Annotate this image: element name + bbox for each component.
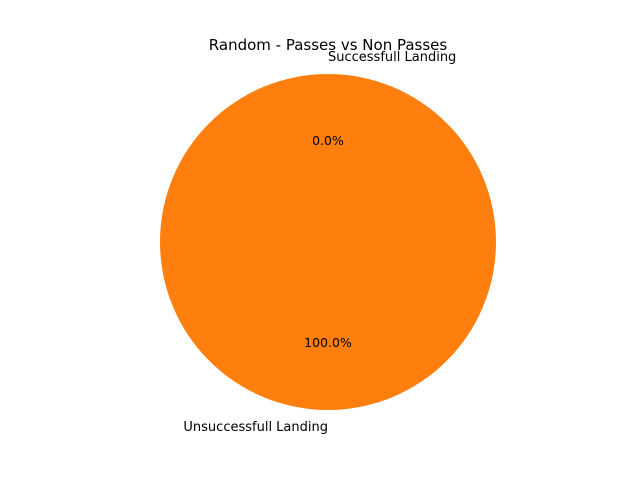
pie-slices <box>160 74 496 410</box>
slice-percent-unsuccessfull-landing: 100.0% <box>304 335 352 350</box>
pie-slice-unsuccessfull-landing <box>160 74 496 410</box>
chart-title: Random - Passes vs Non Passes <box>209 36 448 54</box>
slice-percent-successfull-landing: 0.0% <box>312 133 344 148</box>
slice-label-unsuccessfull-landing: Unsuccessfull Landing <box>183 420 328 435</box>
slice-label-successfull-landing: Successfull Landing <box>328 50 456 65</box>
pie-labels: Successfull Landing 0.0% Unsuccessfull Lan… <box>183 50 456 435</box>
